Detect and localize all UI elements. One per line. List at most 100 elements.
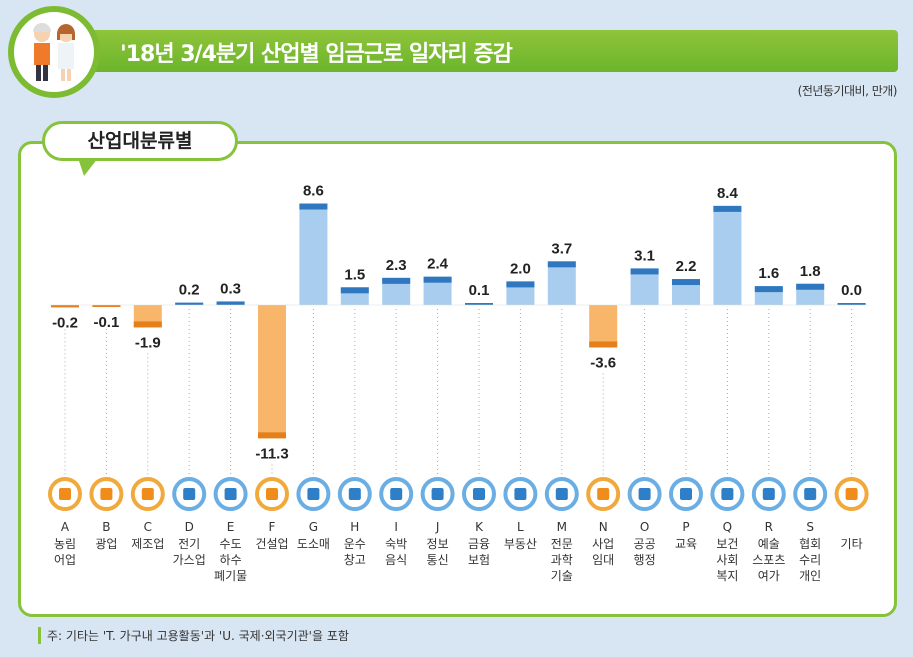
house-won-icon: [503, 477, 538, 511]
category-code: R: [765, 520, 773, 534]
bar-cap: [837, 303, 866, 305]
category-name: 부동산: [504, 537, 537, 551]
bubble-tail: [78, 158, 98, 176]
bar-G: [299, 203, 328, 305]
phone-icon: [420, 477, 455, 511]
category-code: P: [682, 520, 689, 534]
category-name: 음식: [385, 553, 407, 567]
bar-F: [258, 305, 286, 439]
category-name: 기타: [841, 537, 863, 551]
category-name: 폐기물: [214, 569, 247, 583]
bar-cap: [216, 301, 245, 305]
bar-O: [630, 268, 659, 305]
page-title: '18년 3/4분기 산업별 임금근로 일자리 증감: [120, 42, 513, 67]
value-label: 0.0: [841, 282, 862, 299]
gears-icon: [130, 477, 165, 511]
value-label: 0.3: [220, 280, 241, 297]
category-name: 어업: [54, 553, 76, 567]
bar-cap: [423, 276, 452, 283]
bar-cap: [92, 305, 121, 307]
category-name: 가스업: [173, 553, 206, 567]
title-bar: [60, 30, 898, 72]
category-name: 사회: [716, 553, 738, 567]
bar-cap: [51, 305, 79, 308]
value-label: 0.2: [179, 282, 200, 299]
unit-label: (전년동기대비, 만개): [797, 84, 898, 98]
medical-kit-icon: [710, 477, 745, 511]
value-label: 2.2: [676, 258, 697, 275]
category-name: 스포츠: [752, 553, 785, 567]
bar-cap: [672, 279, 700, 286]
category-code: L: [517, 520, 524, 534]
category-code: O: [640, 520, 649, 534]
category-code: I: [394, 520, 398, 534]
category-name: 전기: [178, 537, 200, 551]
category-code: M: [557, 520, 567, 534]
value-label: -0.2: [52, 314, 78, 331]
category-code: A: [61, 520, 70, 534]
palette-icon: [751, 477, 786, 511]
bar-cap: [796, 283, 825, 290]
bar-cap: [547, 261, 576, 268]
value-label: -1.9: [135, 334, 161, 351]
bar-cap: [754, 286, 783, 293]
category-name: 통신: [427, 553, 449, 567]
category-code: N: [599, 520, 608, 534]
value-label: 2.3: [386, 257, 407, 274]
category-name: 제조업: [131, 537, 164, 551]
truck-icon: [337, 477, 372, 511]
category-name: 과학: [551, 553, 573, 567]
dining-icon: [379, 477, 414, 511]
value-label: 3.7: [551, 240, 572, 257]
value-label: 0.1: [469, 282, 490, 299]
category-name: 전문: [551, 537, 573, 551]
bar-cap: [465, 303, 493, 305]
binoculars-icon: [586, 477, 621, 511]
value-label: 2.0: [510, 260, 531, 277]
bar-Q: [713, 205, 742, 305]
category-name: 정보: [427, 537, 449, 551]
category-name: 농림: [54, 537, 76, 551]
flask-icon: [544, 477, 579, 511]
hardhat-icon: [89, 477, 124, 511]
category-code: K: [475, 520, 484, 534]
workers-illustration-icon: [8, 6, 100, 98]
category-name: 사업: [592, 537, 614, 551]
category-name: 공공: [634, 537, 656, 551]
category-name: 운수: [344, 537, 366, 551]
category-name: 건설업: [255, 537, 288, 551]
category-name: 교육: [675, 537, 697, 551]
category-name: 하수: [220, 553, 242, 567]
category-name: 기술: [551, 569, 573, 583]
bar-cap: [630, 268, 659, 275]
category-code: F: [269, 520, 276, 534]
excavator-icon: [255, 477, 289, 511]
category-code: D: [185, 520, 194, 534]
category-name: 수리: [799, 553, 821, 567]
graduation-cap-icon: [669, 477, 703, 511]
value-label: 1.8: [800, 263, 821, 280]
category-name: 창고: [344, 553, 366, 567]
document-icon: [834, 477, 869, 511]
people-icon: [793, 477, 828, 511]
bar-cap: [258, 432, 286, 439]
value-label: -0.1: [93, 314, 119, 331]
value-label: 1.5: [344, 266, 365, 283]
category-code: E: [227, 520, 235, 534]
category-code: J: [435, 520, 440, 534]
category-name: 여가: [758, 569, 780, 583]
basket-icon: [296, 477, 331, 511]
bar-cap: [299, 203, 328, 210]
bar-M: [547, 261, 576, 305]
category-name: 보험: [468, 553, 490, 567]
bar-cap: [133, 321, 162, 328]
category-name: 수도: [220, 537, 242, 551]
chart-panel: [18, 141, 897, 617]
category-name: 협회: [799, 537, 821, 551]
section-label: 산업대분류별: [42, 121, 238, 161]
category-name: 광업: [95, 537, 117, 551]
value-label: 3.1: [634, 247, 655, 264]
category-name: 숙박: [385, 537, 407, 551]
value-label: 8.4: [717, 185, 739, 202]
